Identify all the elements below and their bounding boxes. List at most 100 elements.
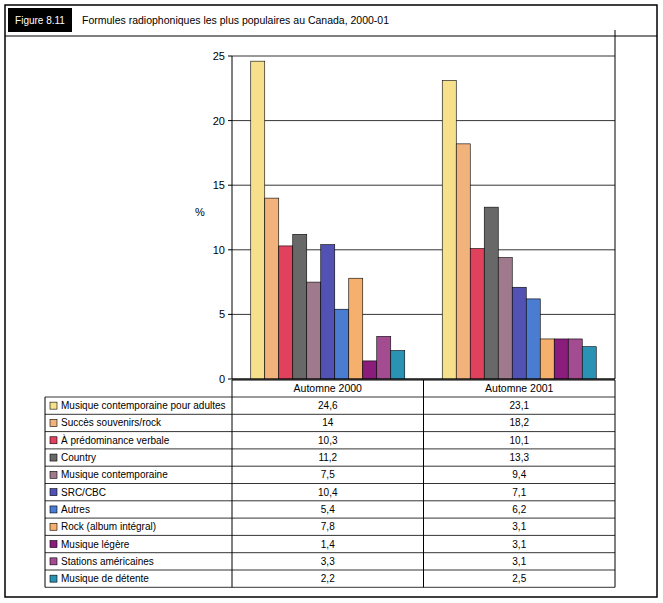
table-line [45,483,615,484]
table-value: 11,2 [318,452,337,463]
bar [377,336,391,379]
bar [442,81,456,379]
header-rule [5,36,657,37]
bar [391,351,405,379]
figure-label-box [8,8,72,32]
table-value: 2,5 [512,573,526,584]
table-value: 18,2 [510,417,530,428]
table-value: 3,1 [512,539,526,550]
category-label: Automne 2001 [485,382,553,394]
table-value: 2,2 [321,573,335,584]
legend-swatch [50,506,57,513]
bar [526,299,540,379]
legend-label: Musique contemporaine pour adultes [61,400,226,411]
tick-mark [228,249,232,250]
legend-swatch [50,489,57,496]
table-value: 6,2 [512,504,526,515]
table-line [45,431,615,432]
table-line [45,552,615,553]
bar [251,61,265,379]
figure-label: Figure 8.11 [15,15,65,26]
table-value: 3,1 [512,521,526,532]
legend-label: Succès souvenirs/rock [61,417,162,428]
legend-label: Country [61,452,96,463]
table-value: 7,5 [321,469,335,480]
grid: 0 5 10 15 20 25 [213,50,615,385]
bars [251,61,597,379]
back-wall-edge [615,30,616,379]
table-line [45,535,615,536]
legend-swatch [50,523,57,530]
legend-swatch [50,541,57,548]
bar [279,246,293,379]
table-value: 23,1 [510,400,530,411]
legend-swatch [50,437,57,444]
grid-line [232,185,615,186]
y-label: % [195,206,205,218]
table-value: 1,4 [321,539,335,550]
legend-swatch [50,402,57,409]
x-axis [232,378,615,379]
tick-mark [228,56,232,57]
category-label: Automne 2000 [294,382,362,394]
legend-swatch [50,575,57,582]
y-axis [232,56,233,379]
grid-line [232,379,615,380]
table-line [45,587,615,588]
bar [321,245,335,379]
table-line [232,380,615,381]
tick-label: 0 [219,373,225,385]
legend-swatch [50,454,57,461]
tick-label: 15 [213,179,225,191]
table-value: 14 [322,417,334,428]
bar [349,278,363,379]
tick-label: 25 [213,50,225,62]
table-line [45,570,615,571]
table-value: 9,4 [512,469,526,480]
table-value: 7,1 [512,487,526,498]
tick-label: 5 [219,308,225,320]
bar [265,198,279,379]
tick-mark [228,379,232,380]
bar [293,234,307,379]
grid-line [232,56,615,57]
bar [554,339,568,379]
bar [307,282,321,379]
legend-label: Musique contemporaine [61,469,168,480]
chart: Figure 8.11 Formules radiophoniques les p… [0,0,663,603]
table-value: 3,1 [512,556,526,567]
table-value: 5,4 [321,504,335,515]
legend-label: Musique légère [61,539,130,550]
tick-label: 10 [213,244,225,256]
table-line [45,448,615,449]
legend-label: Musique de détente [61,573,149,584]
legend-swatch [50,471,57,478]
table-value: 10,4 [318,487,338,498]
bar [540,339,554,379]
legend-swatch [50,558,57,565]
tick-label: 20 [213,115,225,127]
table-line [45,500,615,501]
bar [363,361,377,379]
table-value: 10,1 [510,435,530,446]
table-value: 13,3 [510,452,530,463]
bar [498,258,512,379]
table-value: 3,3 [321,556,335,567]
table-line [45,397,46,587]
legend-label: Stations américaines [61,556,154,567]
table-line [45,518,615,519]
grid-line [232,120,615,121]
table-value: 10,3 [318,435,338,446]
bar [582,347,596,379]
tick-mark [228,120,232,121]
table-value: 7,8 [321,521,335,532]
legend-swatch [50,419,57,426]
bar [568,339,582,379]
data-table: Automne 2000 Automne 2001 Musique contempo… [45,380,615,587]
table-line [45,397,615,398]
legend-label: À prédominance verbale [61,434,170,446]
table-line [45,414,615,415]
legend-label: Autres [61,504,90,515]
title: Formules radiophoniques les plus populai… [82,14,389,26]
frame [5,5,657,597]
